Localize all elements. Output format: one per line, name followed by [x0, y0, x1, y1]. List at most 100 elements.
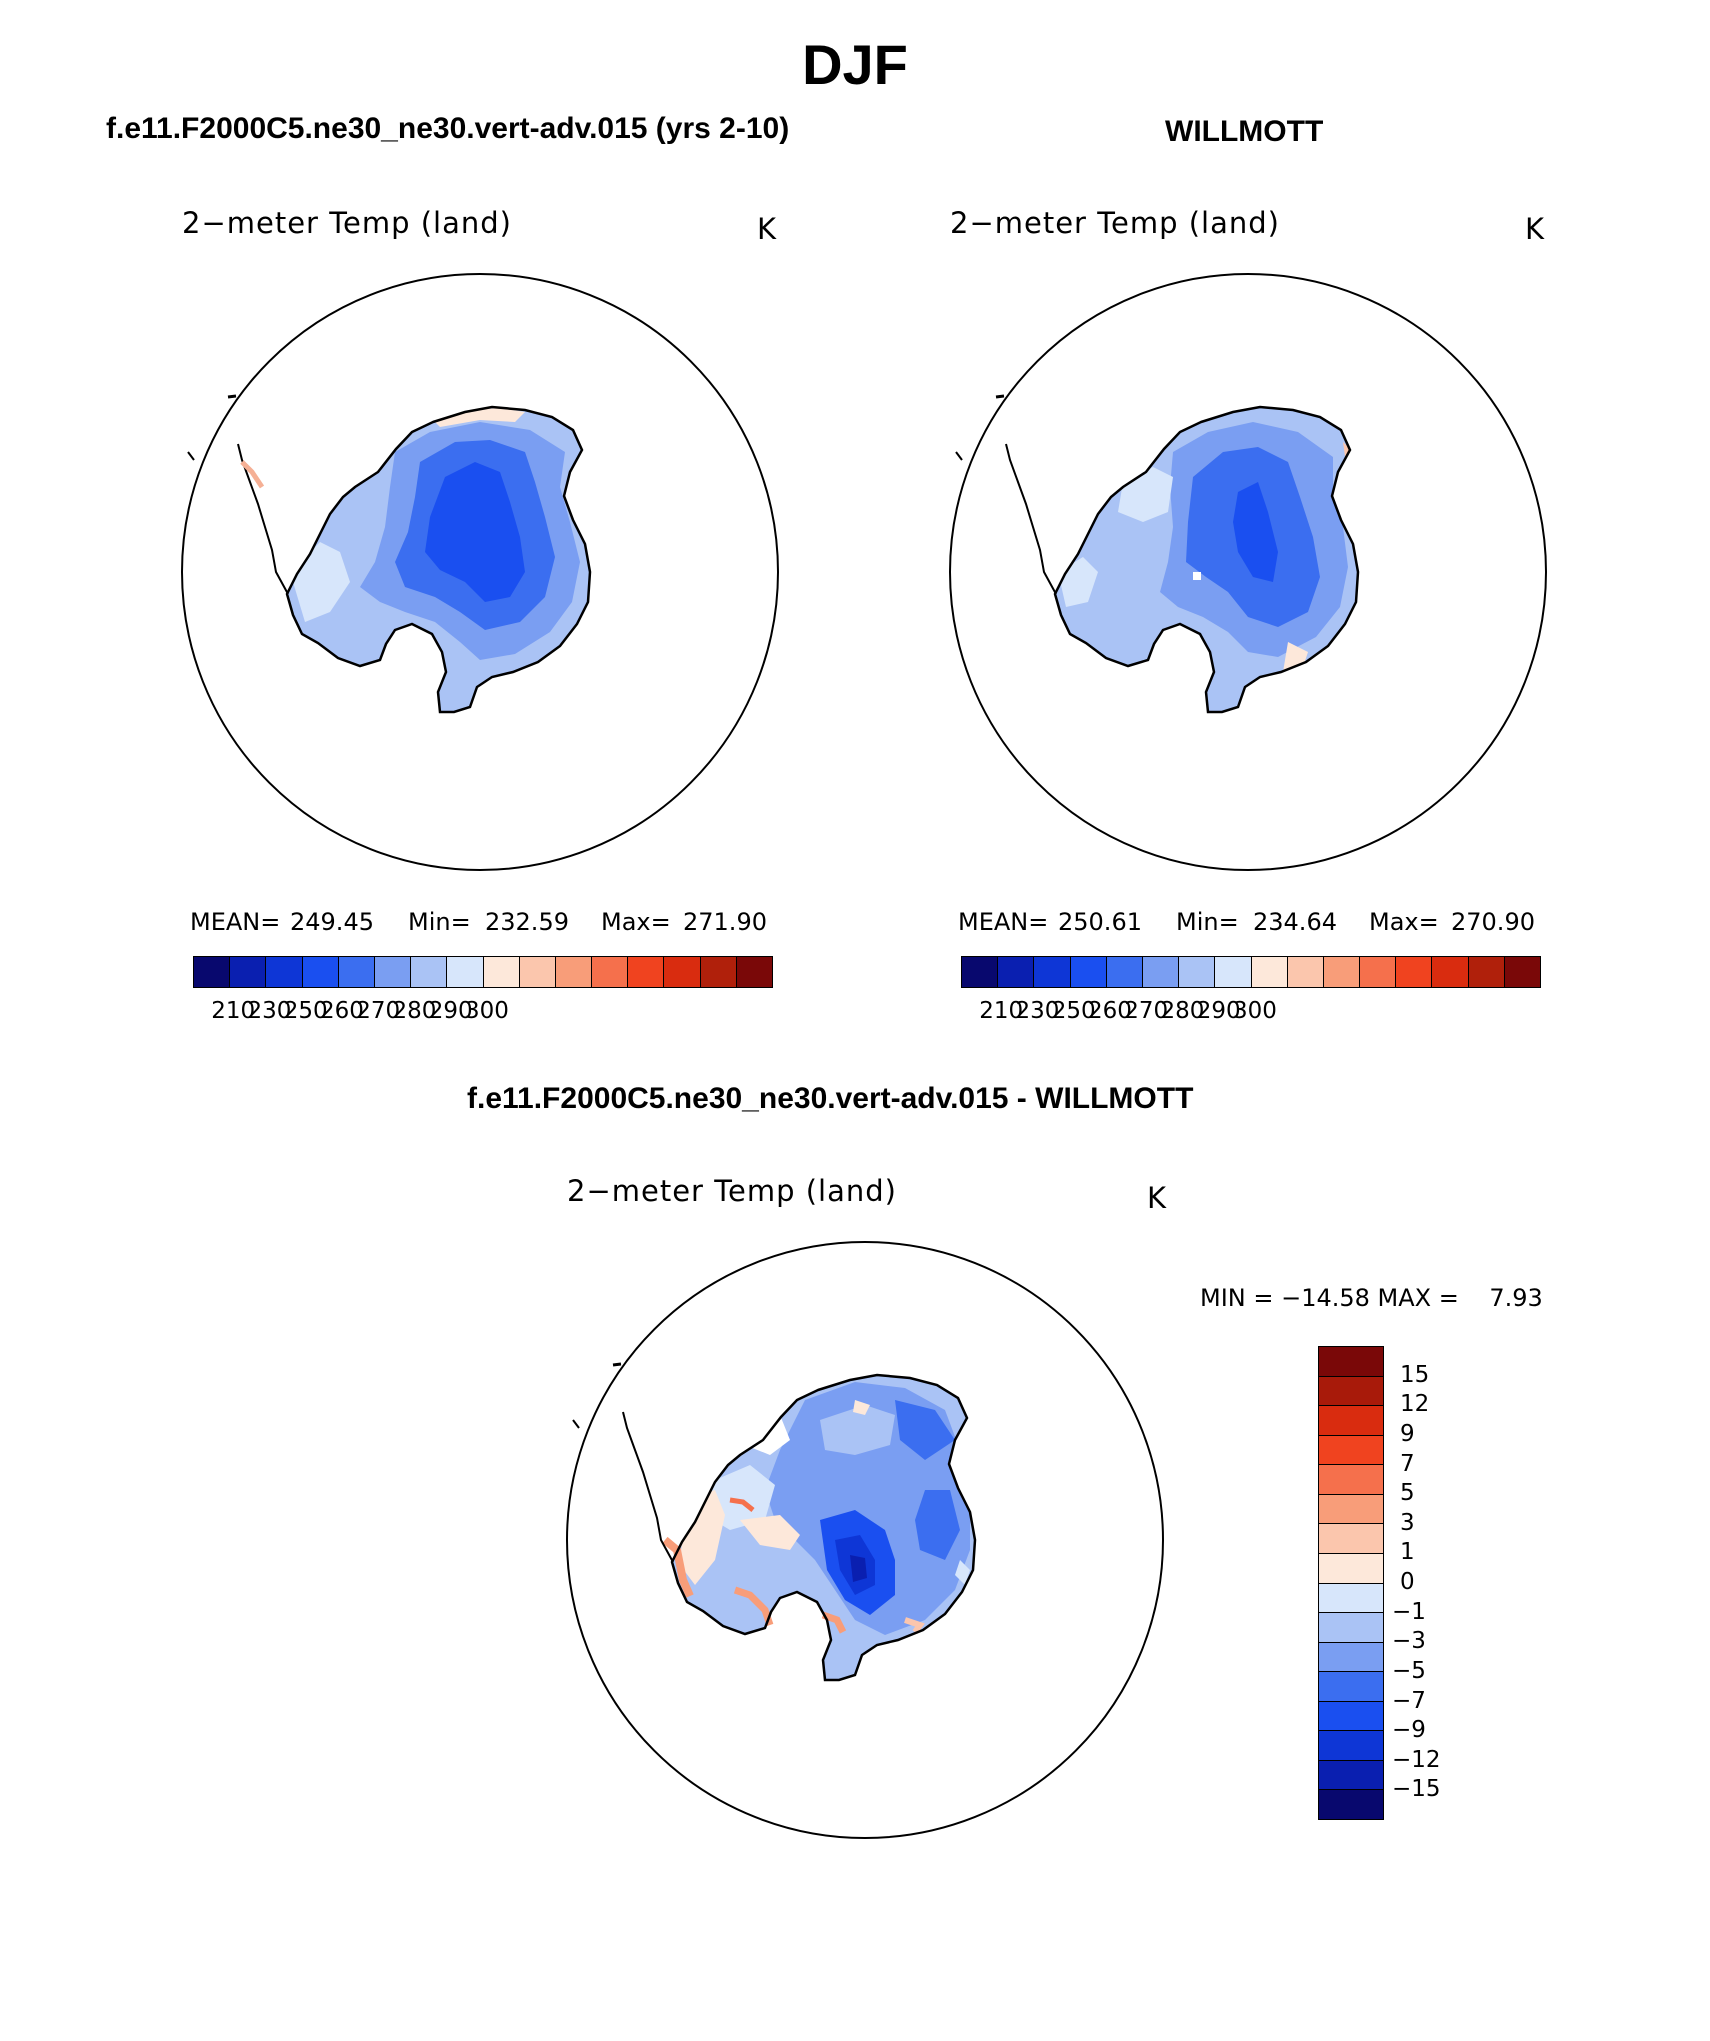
colorbar-swatch: [1034, 957, 1071, 987]
colorbar-tick-label: −7: [1392, 1687, 1426, 1714]
right-mean-label: MEAN=: [958, 908, 1049, 936]
colorbar-swatch: [1319, 1553, 1383, 1584]
colorbar-swatch: [1287, 957, 1324, 987]
colorbar-tick-label: 3: [1400, 1509, 1415, 1536]
colorbar-swatch: [998, 957, 1035, 987]
colorbar-swatch: [664, 957, 701, 987]
colorbar-tick-label: −15: [1392, 1776, 1441, 1803]
right-polar-map: [949, 273, 1547, 871]
right-max-label: Max=: [1369, 908, 1439, 936]
colorbar-swatch: [1396, 957, 1433, 987]
colorbar-tick-label: 0: [1400, 1569, 1415, 1595]
colorbar-swatch: [483, 957, 520, 987]
colorbar-swatch: [1142, 957, 1180, 987]
colorbar-swatch: [1468, 957, 1505, 987]
left-units-label: K: [757, 212, 778, 246]
colorbar-tick-label: 300: [465, 998, 509, 1024]
colorbar-tick-label: 280: [1160, 998, 1205, 1024]
colorbar-swatch: [447, 957, 484, 987]
colorbar-swatch: [1319, 1731, 1383, 1761]
colorbar-swatch: [374, 957, 412, 987]
colorbar-swatch: [1323, 957, 1361, 987]
colorbar-swatch: [1251, 957, 1288, 987]
colorbar-swatch: [302, 957, 339, 987]
colorbar-tick-label: 280: [392, 998, 437, 1024]
colorbar-swatch: [230, 957, 267, 987]
colorbar-swatch: [1319, 1790, 1383, 1819]
left-mean-label: MEAN=: [190, 908, 281, 936]
colorbar-tick-label: 230: [247, 998, 292, 1024]
diff-case-title: f.e11.F2000C5.ne30_ne30.vert-adv.015 - W…: [467, 1082, 1194, 1115]
colorbar-tick-label: 5: [1400, 1480, 1415, 1507]
colorbar-swatch: [1319, 1465, 1383, 1495]
colorbar-tick-label: 260: [1088, 998, 1132, 1024]
colorbar-tick-label: 300: [1233, 998, 1277, 1024]
colorbar-tick-label: 270: [356, 998, 401, 1024]
colorbar-tick-label: 1: [1400, 1539, 1415, 1566]
right-variable-label: 2−meter Temp (land): [950, 206, 1280, 240]
colorbar-swatch: [1504, 957, 1540, 987]
diff-variable-label: 2−meter Temp (land): [567, 1174, 897, 1208]
diff-colorbar: [1318, 1346, 1384, 1820]
colorbar-swatch: [555, 957, 593, 987]
left-mean-value: 249.45: [290, 908, 374, 936]
colorbar-swatch: [1179, 957, 1216, 987]
left-colorbar: [193, 956, 773, 988]
colorbar-swatch: [1319, 1376, 1383, 1407]
right-units-label: K: [1525, 212, 1546, 246]
right-case-title: WILLMOTT: [1165, 115, 1324, 148]
colorbar-tick-label: 210: [979, 998, 1024, 1024]
colorbar-tick-label: 250: [283, 998, 328, 1024]
left-min-label: Min=: [408, 908, 471, 936]
colorbar-swatch: [1215, 957, 1252, 987]
colorbar-tick-label: −5: [1392, 1657, 1426, 1684]
colorbar-tick-label: 290: [1196, 998, 1241, 1024]
left-case-title: f.e11.F2000C5.ne30_ne30.vert-adv.015 (yr…: [106, 112, 790, 145]
colorbar-swatch: [519, 957, 556, 987]
colorbar-swatch: [592, 957, 629, 987]
colorbar-swatch: [700, 957, 737, 987]
colorbar-tick-label: −12: [1392, 1746, 1441, 1773]
colorbar-swatch: [338, 957, 375, 987]
colorbar-swatch: [266, 957, 303, 987]
colorbar-tick-label: 210: [211, 998, 256, 1024]
colorbar-swatch: [1360, 957, 1397, 987]
right-min-label: Min=: [1176, 908, 1239, 936]
colorbar-swatch: [1319, 1583, 1383, 1614]
colorbar-tick-label: 9: [1400, 1420, 1415, 1447]
colorbar-swatch: [1432, 957, 1469, 987]
colorbar-tick-label: 270: [1124, 998, 1169, 1024]
colorbar-swatch: [1319, 1760, 1383, 1791]
figure-title: DJF: [802, 33, 908, 96]
right-mean-value: 250.61: [1058, 908, 1142, 936]
colorbar-swatch: [1319, 1613, 1383, 1643]
diff-polar-map: [566, 1241, 1164, 1839]
left-max-label: Max=: [601, 908, 671, 936]
colorbar-swatch: [194, 957, 231, 987]
colorbar-swatch: [1319, 1672, 1383, 1702]
colorbar-tick-label: 290: [428, 998, 473, 1024]
left-max-value: 271.90: [683, 908, 767, 936]
colorbar-swatch: [1070, 957, 1107, 987]
colorbar-tick-label: 15: [1400, 1361, 1430, 1388]
left-polar-map: [181, 273, 779, 871]
colorbar-tick-label: −9: [1392, 1717, 1426, 1744]
colorbar-swatch: [962, 957, 999, 987]
left-min-value: 232.59: [485, 908, 569, 936]
colorbar-swatch: [1319, 1701, 1383, 1732]
colorbar-tick-label: 7: [1400, 1450, 1415, 1477]
right-max-value: 270.90: [1451, 908, 1535, 936]
diff-minmax-label: MIN = −14.58 MAX = 7.93: [1200, 1284, 1543, 1312]
right-colorbar: [961, 956, 1541, 988]
colorbar-tick-label: 250: [1051, 998, 1096, 1024]
colorbar-swatch: [1319, 1435, 1383, 1466]
colorbar-tick-label: 12: [1400, 1391, 1430, 1418]
right-min-value: 234.64: [1253, 908, 1337, 936]
colorbar-swatch: [1319, 1347, 1383, 1377]
diff-units-label: K: [1147, 1181, 1168, 1215]
colorbar-swatch: [736, 957, 772, 987]
colorbar-swatch: [1319, 1494, 1383, 1525]
colorbar-tick-label: −1: [1392, 1598, 1426, 1625]
colorbar-tick-label: 230: [1015, 998, 1060, 1024]
colorbar-tick-label: 260: [320, 998, 364, 1024]
